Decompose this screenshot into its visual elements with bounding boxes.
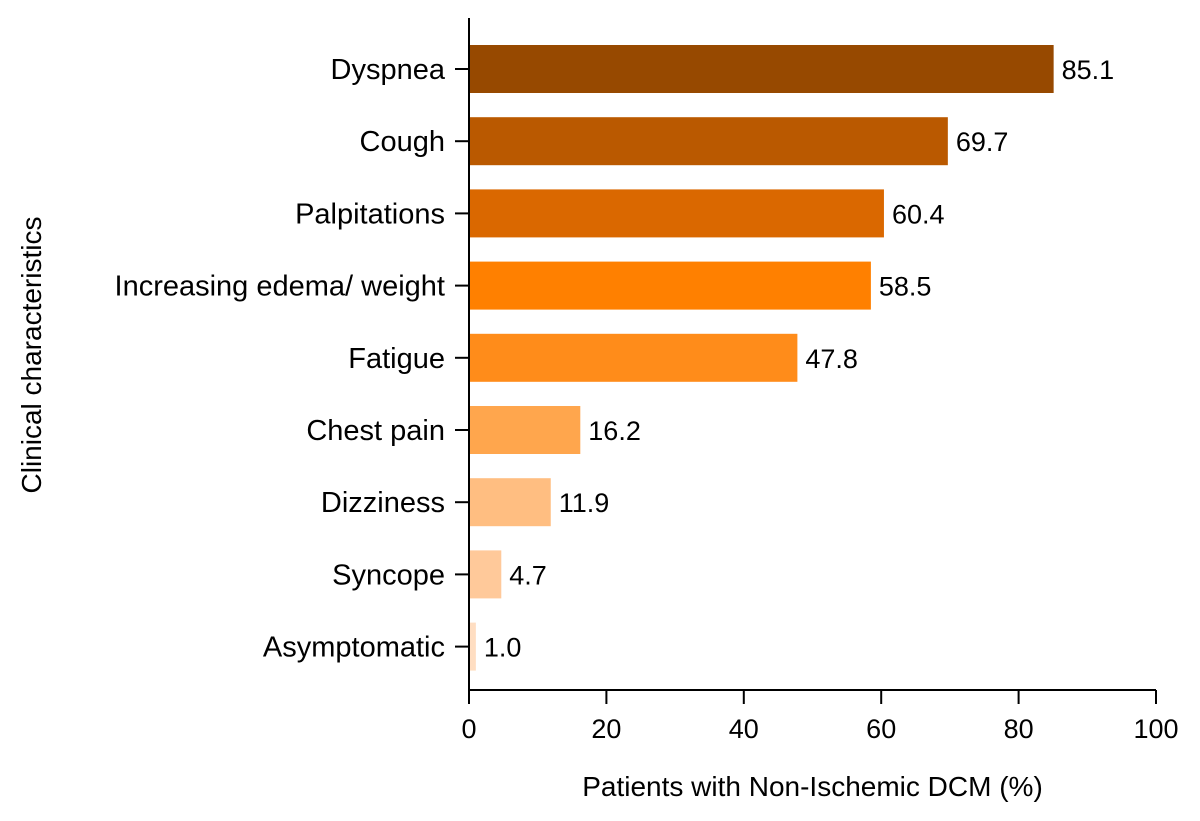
x-axis: 0 20 40 60 80 100 [461,689,1179,744]
x-tick-label: 40 [729,714,759,744]
bar-chest-pain [469,406,581,454]
y-axis: Dyspnea Cough Palpitations Increasing edema… [115,18,470,690]
bar-fatigue [469,333,798,382]
x-tick-label: 0 [461,714,476,744]
x-axis-title: Patients with Non-Ischemic DCM (%) [582,771,1043,802]
value-label: 85.1 [1062,55,1115,85]
value-label: 60.4 [892,199,945,229]
bar-palpitations [469,189,884,238]
category-label: Dyspnea [331,54,446,86]
bar-dyspnea [469,45,1054,93]
value-labels-group: 85.1 69.7 60.4 58.5 47.8 16.2 11.9 4.7 1.0 [484,55,1114,663]
value-label: 47.8 [805,344,858,374]
category-label: Asymptomatic [263,632,445,664]
category-label: Cough [360,126,445,158]
bar-syncope [469,550,502,599]
x-tick-label: 100 [1133,714,1178,744]
bars-group [469,45,1054,671]
category-label: Syncope [332,559,445,591]
category-label: Palpitations [295,198,445,230]
category-label: Fatigue [348,343,445,375]
bar-cough [469,117,948,166]
x-tick-label: 60 [866,714,896,744]
value-label: 16.2 [588,416,641,446]
category-label: Increasing edema/ weight [115,271,445,303]
category-label: Dizziness [321,487,445,519]
x-tick-label: 80 [1004,714,1034,744]
value-label: 1.0 [484,633,522,663]
x-tick-label: 20 [591,714,621,744]
bar-increasing-edema-weight [469,261,871,310]
bar-dizziness [469,478,551,527]
value-label: 69.7 [956,127,1009,157]
category-label: Chest pain [306,415,445,447]
value-label: 11.9 [559,488,610,518]
y-axis-title: Clinical characteristics [16,217,47,494]
bar-asymptomatic [469,622,476,671]
value-label: 58.5 [879,272,932,302]
value-label: 4.7 [509,560,547,590]
